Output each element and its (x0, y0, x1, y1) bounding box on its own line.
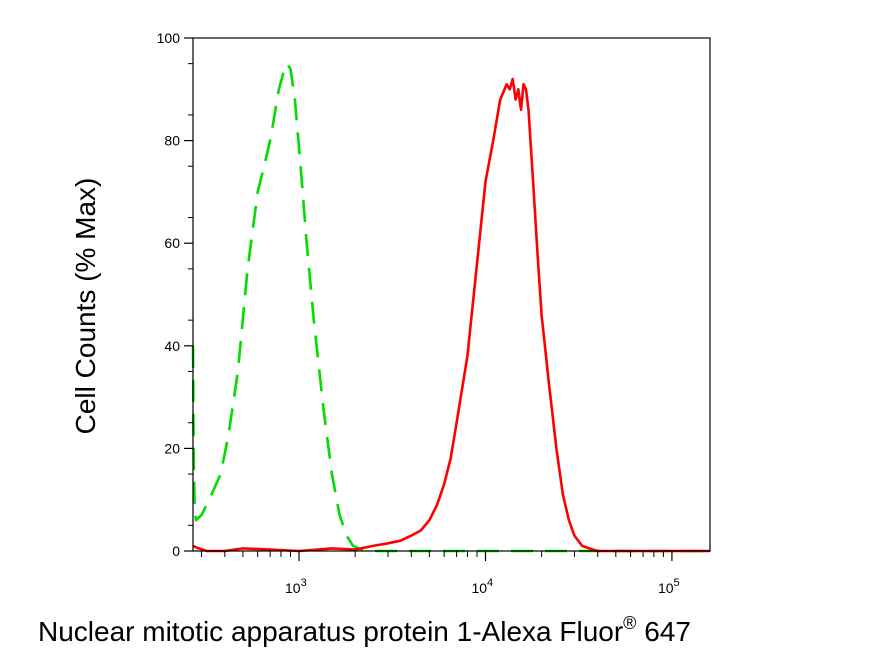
x-axis-title-registered-mark: ® (623, 613, 636, 633)
plot-frame (192, 37, 711, 552)
x-axis-title-suffix: 647 (636, 616, 691, 647)
y-tick-label: 100 (157, 30, 181, 46)
series-line-dashed (191, 62, 710, 553)
series-layer (191, 62, 710, 553)
axes-layer: 0 20 40 60 80 100 103 104 105 (157, 30, 680, 596)
x-axis-title-main: Nuclear mitotic apparatus protein 1-Alex… (38, 616, 623, 647)
x-tick-label: 105 (658, 577, 680, 596)
y-tick-label: 60 (164, 235, 180, 251)
x-tick-label: 103 (285, 577, 307, 596)
y-tick-label: 20 (164, 440, 180, 456)
y-tick-label: 80 (164, 133, 180, 149)
y-tick-label: 40 (164, 338, 180, 354)
x-axis-title: Nuclear mitotic apparatus protein 1-Alex… (38, 613, 691, 647)
y-tick-label: 0 (172, 543, 180, 559)
series-line-solid (192, 77, 710, 553)
x-tick-label: 104 (471, 577, 493, 596)
y-axis-title: Cell Counts (% Max) (70, 178, 101, 435)
